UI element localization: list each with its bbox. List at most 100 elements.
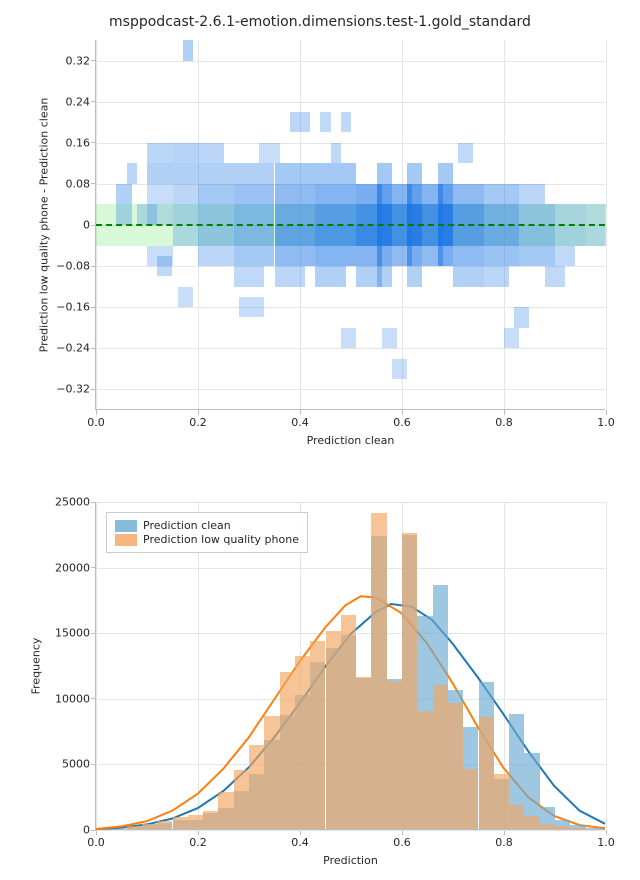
density-cell [275,163,316,184]
xtick-label: 0.6 [393,416,411,429]
density-cell [377,246,392,267]
ytick-label: 0.24 [66,95,91,108]
hist-bar [234,770,249,829]
hist-bar [280,672,295,829]
hist-bar [570,828,585,829]
density-cell [147,204,173,225]
hist-bar [157,821,172,829]
density-cell [545,266,565,287]
ytick-label: 0 [83,824,90,837]
density-cell [341,328,356,349]
density-cell [173,143,199,164]
density-cell [178,287,193,308]
density-cell [377,163,392,184]
density-cell [290,112,310,133]
hist-bar [524,816,539,829]
ytick-label: 0.08 [66,177,91,190]
density-cell [382,328,397,349]
hist-bar [509,805,524,829]
density-cell [407,225,422,246]
density-cell [275,266,306,287]
hist-bar [188,815,203,829]
hist-bar [479,717,494,829]
density-cell [234,225,275,246]
density-cell [234,204,275,225]
density-cell [555,225,586,246]
ytick-label: 0.16 [66,136,91,149]
density-cell [147,184,173,205]
legend-swatch [115,534,137,546]
density-cell [275,204,316,225]
ylabel: Frequency [30,638,43,695]
hist-bar [218,792,233,829]
density-cell [484,266,510,287]
density-cell [453,246,484,267]
ytick-label: 25000 [55,496,90,509]
hist-bar [555,826,570,829]
density-cell [438,163,453,184]
density-cell [320,112,330,133]
density-cell [453,204,484,225]
density-cell [484,225,520,246]
xtick-label: 0.0 [87,836,105,849]
hist-bar [494,774,509,829]
density-cell [234,246,275,267]
density-cell [438,204,453,225]
density-cell [377,184,392,205]
density-cell [234,184,275,205]
density-cell [377,225,392,246]
density-cell [315,246,356,267]
hist-bar [356,677,371,829]
density-cell [173,225,199,246]
figure: msppodcast-2.6.1-emotion.dimensions.test… [0,0,640,880]
density-cell [458,143,473,164]
legend: Prediction cleanPrediction low quality p… [106,512,308,553]
density-cell [275,225,316,246]
density-cell [275,246,316,267]
density-cell [198,184,234,205]
density-cell [198,143,224,164]
density-cell [116,204,131,225]
ytick-label: 20000 [55,561,90,574]
xtick-label: 0.0 [87,416,105,429]
density-cell [315,163,356,184]
density-cell [198,204,234,225]
density-cell [173,184,199,205]
density-cell [407,204,422,225]
density-cell [438,225,453,246]
density-cell [377,266,392,287]
hist-bar [326,631,341,829]
hist-bar [463,769,478,829]
density-cell [484,184,520,205]
density-cell [484,246,520,267]
density-cell [586,225,606,246]
density-cell [407,266,422,287]
xtick-label: 0.6 [393,836,411,849]
xtick-label: 0.4 [291,416,309,429]
legend-label: Prediction low quality phone [143,533,299,546]
hist-bar [295,656,310,829]
density-cell [453,225,484,246]
ytick-label: 0 [83,219,90,232]
density-cell [407,163,422,184]
ytick-label: 10000 [55,692,90,705]
hist-bar [310,641,325,829]
legend-label: Prediction clean [143,519,231,532]
ytick-label: −0.32 [56,383,90,396]
density-cell [438,184,453,205]
density-cell [239,297,265,318]
density-cell [555,246,575,267]
ylabel: Prediction low quality phone - Predictio… [38,98,51,353]
hist-bar [387,681,402,829]
density-cell [331,143,341,164]
density-cell [484,204,520,225]
density-cell [504,328,519,349]
density-cell [519,184,545,205]
ytick-label: 15000 [55,627,90,640]
density-cell [234,163,275,184]
density-cell [453,184,484,205]
density-cell [157,256,172,277]
density-cell [315,225,356,246]
density-cell [514,307,529,328]
ytick-label: −0.16 [56,301,90,314]
